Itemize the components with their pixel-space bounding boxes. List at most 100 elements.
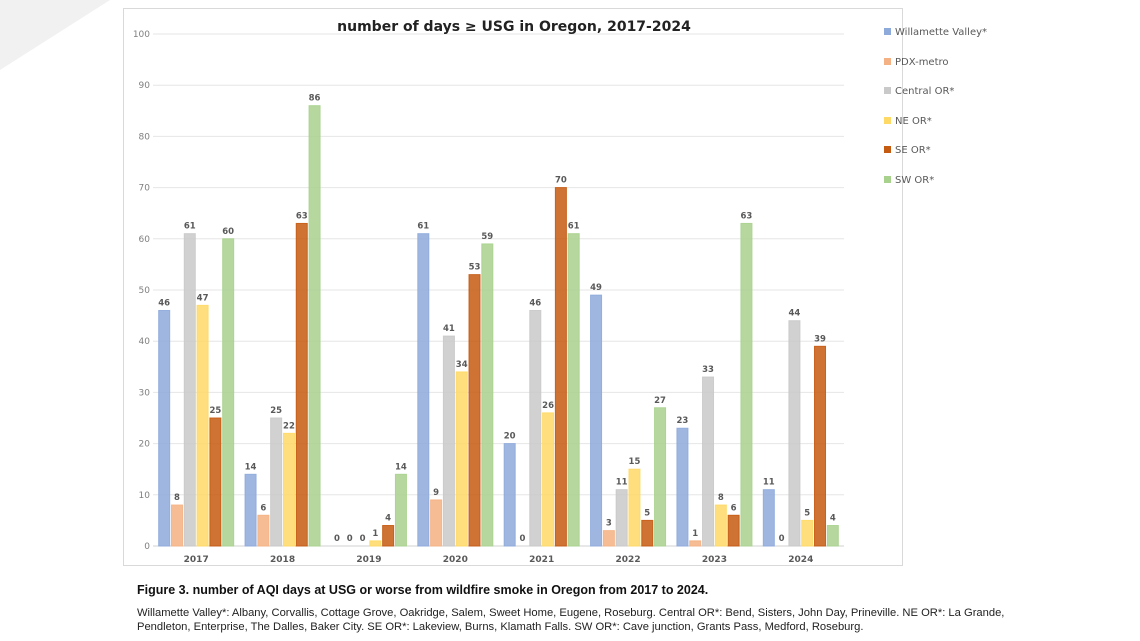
bar <box>222 238 235 547</box>
y-tick-label: 50 <box>139 286 151 296</box>
data-label: 0 <box>520 534 526 544</box>
data-label: 53 <box>469 263 481 273</box>
data-label: 4 <box>385 514 391 524</box>
data-label: 63 <box>741 211 753 221</box>
bar <box>382 525 395 547</box>
data-label: 1 <box>372 529 378 539</box>
bar <box>615 489 628 547</box>
bar <box>183 233 196 547</box>
y-tick-label: 100 <box>133 30 150 40</box>
legend-label: SE OR* <box>895 145 931 157</box>
x-tick-label: 2021 <box>529 555 554 565</box>
y-tick-label: 80 <box>139 132 151 142</box>
chart: 0 10 20 30 40 50 60 70 80 90 100 2017 46 8 61 47 25 60 201… <box>123 8 987 566</box>
data-label: 8 <box>174 493 180 503</box>
bar <box>369 540 382 547</box>
data-label: 23 <box>677 416 689 426</box>
x-tick-label: 2022 <box>616 555 641 565</box>
y-tick-label: 10 <box>139 491 151 501</box>
data-label: 49 <box>590 283 602 293</box>
data-label: 46 <box>529 298 541 308</box>
legend-item: PDX-metro <box>884 57 949 68</box>
data-label: 39 <box>814 334 826 344</box>
bar <box>542 412 555 547</box>
y-tick-label: 0 <box>144 542 150 552</box>
legend-item: Central OR* <box>884 86 954 97</box>
bar <box>158 309 171 547</box>
legend-label: PDX-metro <box>895 56 949 68</box>
bar <box>567 233 580 547</box>
data-label: 14 <box>395 462 407 472</box>
legend-swatch <box>884 146 891 154</box>
data-label: 60 <box>222 227 234 237</box>
data-label: 25 <box>209 406 221 416</box>
data-label: 59 <box>481 232 493 242</box>
legend-item: SE OR* <box>884 145 931 156</box>
bar <box>270 417 283 547</box>
bar <box>814 345 827 547</box>
data-label: 22 <box>283 421 295 431</box>
bar <box>282 432 295 547</box>
data-label: 4 <box>830 514 836 524</box>
bar <box>801 519 814 547</box>
x-tick-label: 2018 <box>270 555 295 565</box>
legend-swatch <box>884 57 891 65</box>
data-label: 9 <box>433 488 439 498</box>
bar <box>740 222 753 547</box>
data-label: 25 <box>270 406 282 416</box>
bar <box>762 489 775 547</box>
data-label: 33 <box>702 365 714 375</box>
bar <box>295 222 308 547</box>
figure-note: Willamette Valley*: Albany, Corvallis, C… <box>137 607 1005 633</box>
data-label: 26 <box>542 401 554 411</box>
data-label: 11 <box>763 478 775 488</box>
legend-swatch <box>884 28 891 35</box>
legend-item: NE OR* <box>884 116 932 127</box>
data-label: 70 <box>555 176 567 186</box>
data-label: 34 <box>456 360 468 370</box>
bar <box>170 504 183 547</box>
bar <box>826 525 839 547</box>
legend-label: Willamette Valley* <box>895 27 988 38</box>
y-tick-label: 40 <box>139 337 151 347</box>
bar <box>481 243 494 547</box>
bar <box>244 473 257 547</box>
bar <box>554 187 567 547</box>
legend-label: Central OR* <box>895 86 955 98</box>
bar <box>714 504 727 547</box>
y-tick-label: 30 <box>139 388 151 398</box>
y-tick-label: 20 <box>139 440 151 450</box>
bar <box>727 514 740 547</box>
bar <box>689 540 702 547</box>
data-label: 63 <box>296 211 308 221</box>
data-label: 27 <box>654 396 666 406</box>
y-tick-label: 70 <box>139 184 151 194</box>
data-label: 44 <box>788 309 800 319</box>
bar <box>654 407 667 547</box>
bar <box>455 371 468 547</box>
bar <box>196 304 209 547</box>
data-label: 1 <box>692 529 698 539</box>
bar <box>602 530 615 547</box>
data-label: 61 <box>568 222 580 232</box>
data-label: 5 <box>804 508 810 518</box>
bar <box>641 519 654 547</box>
bar <box>430 499 443 547</box>
x-tick-label: 2019 <box>356 555 381 565</box>
data-label: 5 <box>644 508 650 518</box>
data-label: 11 <box>616 478 628 488</box>
legend-swatch <box>884 176 891 183</box>
bar <box>209 417 222 547</box>
chart-plot: 0102030405060708090100201746861472560201… <box>133 30 844 565</box>
legend-swatch <box>884 116 891 124</box>
data-label: 8 <box>718 493 724 503</box>
bar <box>394 473 407 547</box>
data-label: 46 <box>158 298 170 308</box>
legend-label: SW OR* <box>895 175 935 186</box>
data-label: 41 <box>443 324 455 334</box>
legend-item: SW OR* <box>884 175 934 186</box>
page-corner-decoration <box>0 0 110 70</box>
data-label: 0 <box>334 534 340 544</box>
bar <box>529 309 542 547</box>
bar <box>676 427 689 547</box>
